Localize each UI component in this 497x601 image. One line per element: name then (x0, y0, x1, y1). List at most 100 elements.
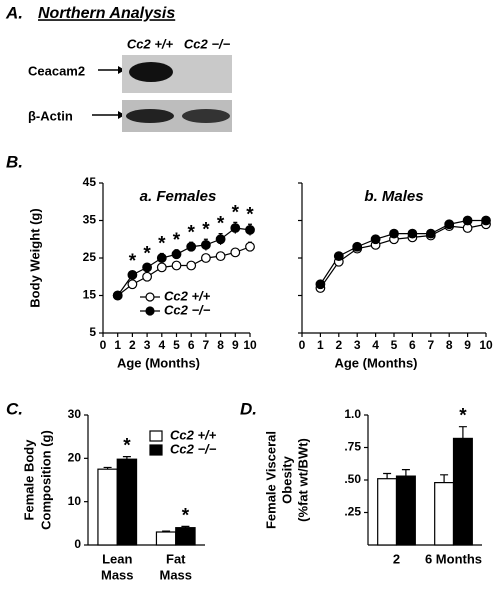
point (127, 269, 138, 280)
y-axis-label: Female Visceral (263, 431, 278, 529)
x-tick-label: 2 (129, 338, 136, 352)
significance-star: * (173, 230, 181, 251)
y-tick-label: 0 (74, 537, 81, 551)
point (407, 228, 418, 239)
legend-label: Cc2 −/− (164, 302, 211, 317)
x-tick-label: 2 (393, 551, 400, 566)
legend-label: Cc2 −/− (170, 441, 217, 456)
bar (97, 468, 118, 546)
point (142, 271, 153, 282)
x-tick-label: 6 (409, 338, 416, 352)
point (142, 262, 153, 273)
point (156, 262, 167, 273)
row-label: β-Actin (28, 108, 73, 123)
significance-star: * (123, 436, 131, 457)
x-tick-label: 10 (479, 338, 493, 352)
series-line (319, 223, 487, 289)
y-tick-label: 25 (83, 250, 97, 264)
x-tick-label: 5 (173, 338, 180, 352)
x-tick-label: 8 (217, 338, 224, 352)
legend-label: Cc2 +/+ (170, 427, 217, 442)
point (481, 215, 491, 226)
point (200, 239, 211, 250)
error-bar (401, 469, 410, 477)
x-tick-label: 0 (299, 338, 306, 352)
x-tick-label: 8 (446, 338, 453, 352)
blot-image (92, 55, 232, 132)
bar (452, 437, 473, 546)
x-tick-label: 9 (464, 338, 471, 352)
bar (175, 527, 196, 546)
point (112, 290, 123, 301)
x-tick-label: 1 (114, 338, 121, 352)
point (215, 251, 226, 262)
point (127, 279, 138, 290)
significance-star: * (217, 214, 225, 235)
bar (116, 458, 138, 546)
x-tick-label: 9 (232, 338, 239, 352)
x-tick-label: 6 (188, 338, 195, 352)
error-bar (383, 472, 392, 479)
x-tick-label: 7 (203, 338, 210, 352)
y-axis-label: Body Weight (g) (27, 208, 42, 307)
panel-label: D. (240, 399, 257, 418)
x-tick-label: 1 (317, 338, 324, 352)
point (425, 228, 436, 239)
legend-swatch (149, 444, 163, 456)
point (245, 241, 255, 252)
y-tick-label: 15 (83, 288, 97, 302)
bar (434, 482, 455, 546)
point (171, 249, 182, 260)
bar (395, 475, 416, 546)
x-tick-label: 5 (391, 338, 398, 352)
point (333, 251, 344, 262)
legend-label: Cc2 +/+ (164, 288, 211, 303)
x-axis-label: Age (Months) (117, 355, 200, 370)
point (352, 241, 363, 252)
significance-star: * (158, 234, 166, 255)
x-tick-label: 6 Months (425, 551, 482, 566)
legend-swatch (149, 430, 163, 442)
y-axis-label: (%fat wt/BWt) (295, 438, 310, 522)
x-tick-label: Fat (166, 551, 186, 566)
panel-label: C. (6, 399, 23, 418)
point (186, 260, 197, 271)
significance-star: * (187, 222, 195, 243)
bar (377, 478, 398, 546)
x-tick-label: 3 (144, 338, 151, 352)
bar (155, 531, 177, 546)
y-tick-label: 5 (89, 325, 96, 339)
y-axis-label: Composition (g) (38, 430, 53, 530)
significance-star: * (143, 244, 151, 265)
significance-star: * (459, 406, 467, 427)
x-tick-label: Mass (159, 567, 192, 582)
point (315, 279, 326, 290)
y-tick-label: .75 (344, 440, 361, 454)
y-tick-label: 45 (83, 175, 97, 189)
point (245, 224, 255, 235)
y-tick-label: 1.0 (344, 407, 361, 421)
row-label: Ceacam2 (28, 63, 85, 78)
y-tick-label: .50 (344, 472, 361, 486)
error-bar (440, 474, 449, 483)
point (230, 223, 241, 233)
x-tick-label: 10 (243, 338, 257, 352)
x-tick-label: Lean (102, 551, 132, 566)
y-tick-label: 30 (68, 407, 82, 421)
point (462, 215, 473, 226)
legend-marker (145, 292, 155, 302)
legend-marker (145, 306, 155, 316)
x-tick-label: Mass (101, 567, 134, 582)
lane-label: Cc2 −/− (184, 36, 231, 51)
panel-label: B. (6, 152, 23, 171)
x-tick-label: 0 (100, 338, 107, 352)
blot-title: Northern Analysis (38, 5, 175, 22)
y-axis-label: Female Body (21, 439, 36, 521)
y-tick-label: 10 (68, 494, 82, 508)
significance-star: * (202, 219, 210, 240)
x-axis-label: Age (Months) (334, 355, 417, 370)
x-tick-label: 2 (335, 338, 342, 352)
significance-star: * (246, 204, 254, 225)
y-axis-label: Obesity (279, 455, 294, 503)
